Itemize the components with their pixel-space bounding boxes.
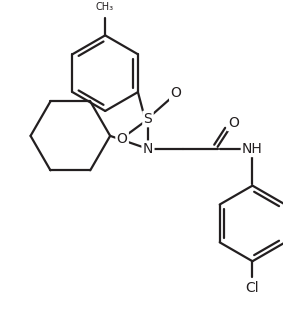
Text: O: O	[170, 86, 181, 100]
Text: CH₃: CH₃	[95, 2, 113, 12]
Text: N: N	[143, 142, 153, 156]
Text: S: S	[144, 112, 152, 126]
Text: O: O	[228, 116, 239, 130]
Text: NH: NH	[242, 142, 263, 156]
Text: O: O	[117, 132, 128, 146]
Text: Cl: Cl	[246, 281, 259, 295]
